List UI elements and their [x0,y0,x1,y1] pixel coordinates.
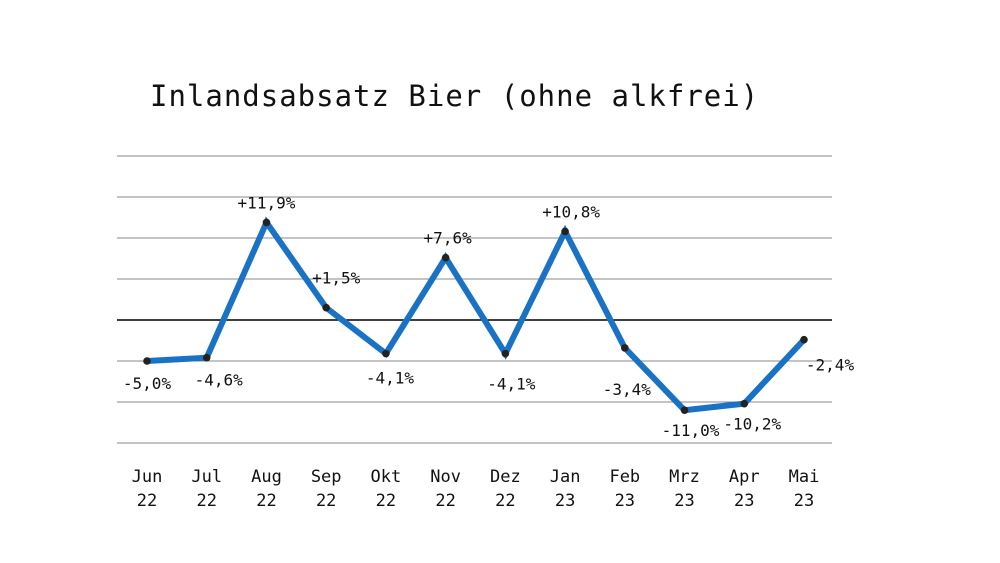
tick-label-month: Jul [191,467,222,487]
tick-label-month: Feb [609,467,640,487]
tick-label-year: 22 [316,491,336,511]
data-label: -11,0% [662,421,720,440]
data-point [441,253,450,262]
data-point [621,344,629,352]
data-point [143,357,151,365]
tick-label-month: Nov [430,467,461,487]
data-label: +7,6% [424,229,473,248]
series-layer [143,216,808,415]
data-point [262,218,271,227]
data-label: +10,8% [542,202,600,221]
tick-label-month: Mrz [669,467,700,487]
tick-label-month: Apr [729,467,760,487]
tick-label-month: Jun [132,467,163,487]
chart-title: Inlandsabsatz Bier (ohne alkfrei) [150,79,759,113]
data-label: -2,4% [806,356,855,375]
tick-label-year: 22 [137,491,157,511]
data-point [202,353,211,362]
data-point [800,335,808,344]
data-label: -5,0% [123,374,172,393]
tick-label-year: 22 [495,491,515,511]
data-point [561,227,569,236]
tick-label-month: Jan [550,467,581,487]
data-label: -3,4% [603,380,652,399]
data-label: -4,6% [195,371,244,390]
data-point [501,349,510,358]
tick-label-month: Aug [251,467,282,487]
data-label: -4,1% [366,369,415,388]
data-label: -10,2% [723,415,781,434]
data-point [740,399,749,408]
tick-label-year: 22 [435,491,455,511]
tick-label-month: Dez [490,467,521,487]
data-point [680,406,689,415]
data-label: -4,1% [487,375,536,394]
tick-label-month: Mai [789,467,820,487]
grid-layer [117,155,832,444]
tick-label-year: 23 [674,491,694,511]
series-line [146,216,807,414]
x-axis-ticks: Jun 22 Jul 22 Aug 22 Sep 22 Okt 22 Nov 22 Dez 22 Jan 23… [132,467,820,511]
data-label: +1,5% [312,269,361,288]
tick-label-year: 22 [196,491,216,511]
tick-label-year: 23 [555,491,575,511]
tick-label-year: 23 [734,491,754,511]
data-point [382,349,390,358]
tick-label-year: 23 [794,491,814,511]
tick-label-month: Sep [311,467,342,487]
tick-label-year: 22 [376,491,396,511]
tick-label-year: 23 [615,491,635,511]
tick-label-month: Okt [371,467,402,487]
data-labels: -5,0% -4,6% +11,9% +1,5% -4,1% +7,6% -4,1% +10,… [123,193,855,440]
data-point [322,303,330,312]
data-label: +11,9% [238,193,296,212]
tick-label-year: 22 [256,491,276,511]
